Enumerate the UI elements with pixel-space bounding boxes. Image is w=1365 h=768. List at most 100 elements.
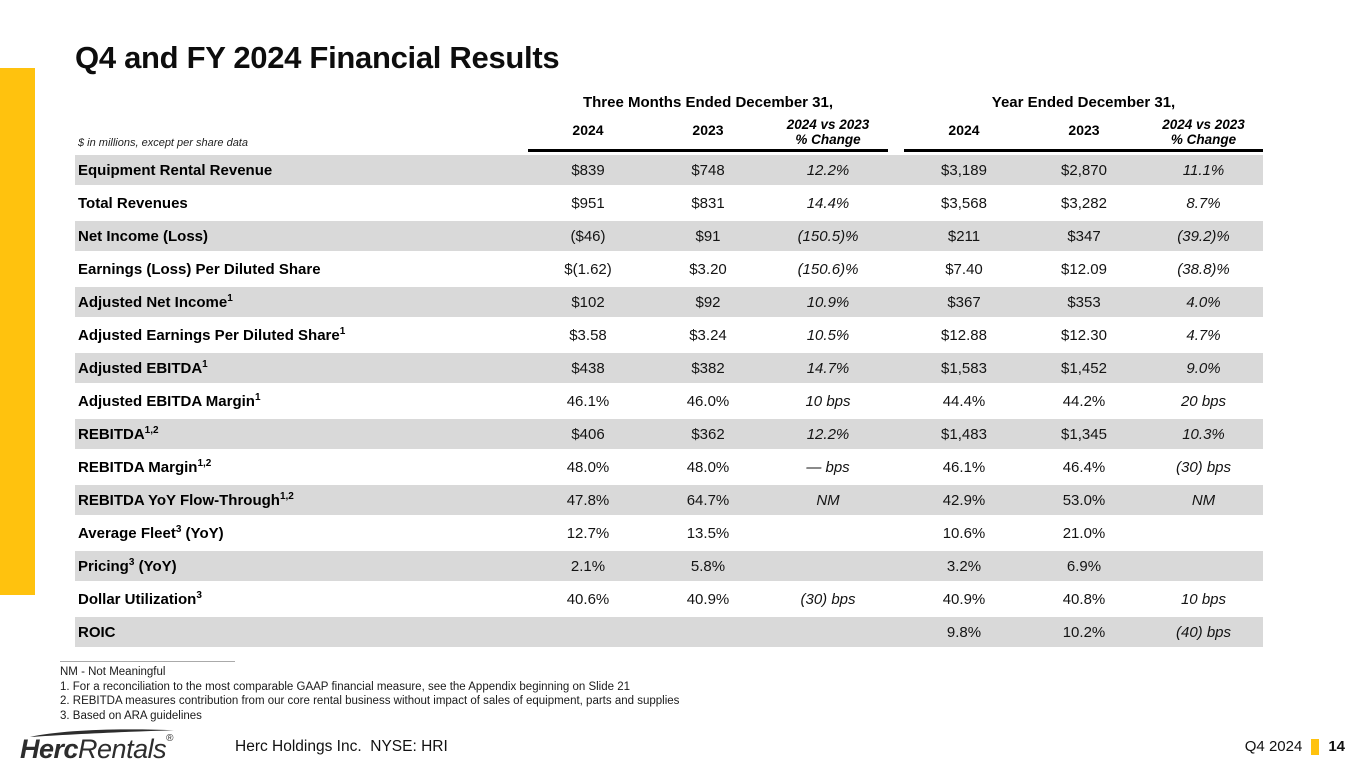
cell-three-months-change: 12.2%: [806, 161, 850, 179]
cell-three-months-2023: $831: [691, 194, 725, 212]
herc-rentals-logo: HercRentals®: [14, 726, 204, 766]
left-accent-bar: [0, 68, 35, 595]
footnote-line: 2. REBITDA measures contribution from ou…: [60, 695, 680, 708]
cell-year-change: 4.7%: [1186, 326, 1221, 344]
row-label-text: Equipment Rental Revenue: [78, 162, 273, 179]
cell-three-months-change: 10 bps: [805, 392, 851, 410]
cell-year-change: (38.8)%: [1177, 260, 1230, 278]
row-label: Average Fleet3 (YoY): [75, 524, 528, 542]
cell-three-months-change: 10.5%: [806, 326, 850, 344]
row-label: ROIC: [75, 623, 528, 641]
group-header-three-months: Three Months Ended December 31,: [582, 93, 834, 111]
cell-three-months-2023: $3.24: [689, 326, 727, 344]
table-row: Pricing3 (YoY) 2.1% 5.8% 3.2% 6.9%: [75, 551, 1263, 581]
row-label-text: Adjusted Net Income: [78, 294, 228, 311]
row-label: Earnings (Loss) Per Diluted Share: [75, 260, 528, 278]
row-label: REBITDA1,2: [75, 425, 528, 443]
cell-three-months-2023: $362: [691, 425, 725, 443]
cell-three-months-2023: 13.5%: [686, 524, 730, 542]
col-header-yr-change-line1: 2024 vs 2023: [1162, 117, 1245, 132]
cell-three-months-change: 14.4%: [806, 194, 850, 212]
cell-year-2024: $367: [947, 293, 981, 311]
cell-three-months-2024: $438: [571, 359, 605, 377]
row-label-text: Net Income (Loss): [78, 228, 209, 245]
cell-year-change: 10 bps: [1180, 590, 1227, 608]
cell-year-2024: 40.9%: [942, 590, 986, 608]
table-row: Net Income (Loss) ($46) $91 (150.5)% $21…: [75, 221, 1263, 251]
page-indicator: Q4 2024 14: [1245, 738, 1345, 755]
cell-year-change: 8.7%: [1186, 194, 1221, 212]
cell-three-months-change: NM: [816, 491, 840, 509]
row-label: Adjusted EBITDA Margin1: [75, 392, 528, 410]
company-ticker-text: Herc Holdings Inc. NYSE: HRI: [235, 738, 448, 755]
cell-year-change: 20 bps: [1180, 392, 1227, 410]
row-label: Adjusted Net Income1: [75, 293, 528, 311]
cell-year-2023: $1,452: [1061, 359, 1107, 377]
row-label-text: Total Revenues: [78, 195, 188, 212]
period-label: Q4 2024: [1244, 738, 1303, 755]
footnote-line: NM - Not Meaningful: [60, 666, 166, 678]
cell-three-months-2023: 5.8%: [690, 557, 726, 575]
cell-year-2023: 10.2%: [1062, 623, 1106, 641]
cell-year-change: 9.0%: [1186, 359, 1221, 377]
cell-three-months-2023: $3.20: [689, 260, 727, 278]
cell-year-2024: $12.88: [941, 326, 987, 344]
cell-three-months-2024: 46.1%: [566, 392, 610, 410]
cell-year-2023: $2,870: [1061, 161, 1107, 179]
cell-year-2024: $1,583: [941, 359, 987, 377]
row-label-text: REBITDA YoY Flow-Through: [78, 492, 280, 509]
col-header-yr-change: 2024 vs 2023 % Change: [1144, 117, 1263, 149]
page-title: Q4 and FY 2024 Financial Results: [75, 40, 560, 75]
footnote-divider: [60, 661, 235, 662]
row-label-superscript: 1: [339, 326, 346, 337]
footnote-line: 1. For a reconciliation to the most comp…: [60, 680, 631, 693]
cell-three-months-2023: $382: [691, 359, 725, 377]
cell-year-2024: $211: [947, 227, 981, 245]
row-label-superscript: 1,2: [197, 458, 212, 469]
cell-three-months-change: 10.9%: [806, 293, 850, 311]
row-label-text: Pricing: [78, 558, 129, 575]
cell-three-months-2024: 47.8%: [566, 491, 610, 509]
cell-year-2023: $12.09: [1061, 260, 1107, 278]
col-header-tm-2023: 2023: [692, 122, 724, 138]
row-label-superscript: 1: [254, 392, 261, 403]
col-header-tm-2024: 2024: [572, 122, 604, 138]
cell-year-change: (39.2)%: [1177, 227, 1230, 245]
cell-three-months-2023: 40.9%: [686, 590, 730, 608]
cell-year-change: 11.1%: [1182, 161, 1225, 179]
row-label-superscript: 3: [128, 557, 135, 568]
cell-three-months-change: (30) bps: [800, 590, 856, 608]
cell-year-2024: $7.40: [945, 260, 983, 278]
cell-year-2023: $347: [1067, 227, 1101, 245]
cell-year-2023: 53.0%: [1062, 491, 1106, 509]
logo-swoosh-icon: [30, 729, 174, 737]
row-label: Dollar Utilization3: [75, 590, 528, 608]
cell-year-2023: $1,345: [1061, 425, 1107, 443]
cell-three-months-change: (150.6)%: [797, 260, 859, 278]
row-label-text: ROIC: [78, 624, 116, 641]
row-label: Pricing3 (YoY): [75, 557, 528, 575]
row-label: Adjusted Earnings Per Diluted Share1: [75, 326, 528, 344]
cell-year-2023: 44.2%: [1062, 392, 1106, 410]
row-label: REBITDA YoY Flow-Through1,2: [75, 491, 528, 509]
cell-year-2023: 21.0%: [1062, 524, 1106, 542]
table-row: REBITDA Margin1,2 48.0% 48.0% — bps 46.1…: [75, 452, 1263, 482]
row-label-text: Earnings (Loss) Per Diluted Share: [78, 261, 321, 278]
logo-herc: Herc: [20, 734, 79, 764]
cell-three-months-2024: 2.1%: [570, 557, 606, 575]
cell-year-2024: $1,483: [941, 425, 987, 443]
cell-three-months-2024: $951: [571, 194, 605, 212]
table-row: Adjusted Earnings Per Diluted Share1 $3.…: [75, 320, 1263, 350]
col-header-tm-change: 2024 vs 2023 % Change: [768, 117, 888, 149]
cell-three-months-2024: 48.0%: [566, 458, 610, 476]
cell-year-2023: $3,282: [1061, 194, 1107, 212]
row-label-superscript: 1,2: [144, 425, 159, 436]
table-row: Dollar Utilization3 40.6% 40.9% (30) bps…: [75, 584, 1263, 614]
table-row: Equipment Rental Revenue $839 $748 12.2%…: [75, 155, 1263, 185]
footnotes: NM - Not Meaningful 1. For a reconciliat…: [60, 665, 679, 723]
cell-three-months-2024: $(1.62): [564, 260, 612, 278]
cell-three-months-2023: $748: [691, 161, 725, 179]
row-label-superscript: 1,2: [279, 491, 294, 502]
cell-year-2024: 42.9%: [942, 491, 986, 509]
